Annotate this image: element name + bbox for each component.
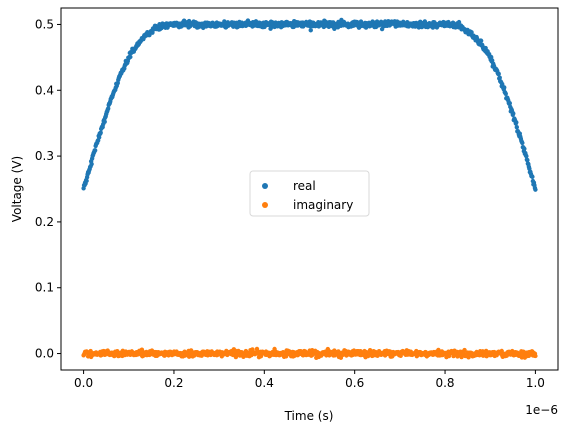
imaginary-series-points [81, 346, 538, 360]
y-axis-tick-label: 0.3 [35, 149, 54, 163]
legend-marker-imaginary [262, 202, 268, 208]
real-data-point [522, 146, 527, 151]
real-data-point [511, 111, 516, 116]
real-data-point [128, 54, 133, 60]
real-data-point [502, 85, 507, 90]
x-axis-label: Time (s) [284, 409, 334, 423]
real-data-point [456, 19, 462, 25]
real-data-point [106, 106, 111, 111]
y-axis-label: Voltage (V) [10, 156, 24, 222]
real-data-point [84, 178, 89, 184]
real-data-point [478, 38, 484, 43]
x-axis-offset-label: 1e−6 [525, 403, 558, 417]
x-axis-tick-label: 0.6 [345, 376, 364, 390]
x-axis-tick-label: 0.8 [435, 376, 454, 390]
x-axis-tick-label: 0.2 [164, 376, 183, 390]
real-data-point [92, 148, 98, 153]
real-data-point [497, 75, 502, 80]
real-data-point [489, 58, 495, 63]
imaginary-data-point [533, 353, 538, 359]
real-series-points [81, 17, 538, 192]
plot-frame [60, 7, 559, 371]
real-data-point [524, 153, 529, 159]
real-data-point [89, 161, 94, 167]
real-data-point [533, 187, 538, 192]
x-axis-tick-label: 1.0 [526, 376, 545, 390]
x-axis: 0.0 0.2 0.4 0.6 0.8 1.0 [74, 370, 545, 390]
y-axis-tick-label: 0.5 [35, 17, 54, 31]
real-data-point [507, 100, 512, 106]
y-axis-tick-label: 0.1 [35, 281, 54, 295]
x-axis-tick-label: 0.0 [74, 376, 93, 390]
real-data-point [530, 174, 535, 179]
y-axis: 0.0 0.1 0.2 0.3 0.4 0.5 [35, 17, 61, 361]
y-axis-tick-label: 0.2 [35, 215, 54, 229]
legend-box [249, 170, 370, 217]
x-axis-tick-label: 0.4 [255, 376, 274, 390]
imaginary-data-point [462, 347, 467, 353]
real-data-point [332, 26, 337, 31]
legend-label-imaginary: imaginary [293, 198, 353, 212]
legend-label-real: real [293, 179, 316, 193]
real-data-point [514, 120, 519, 125]
real-data-point [98, 130, 103, 135]
real-data-point [503, 91, 508, 97]
legend-marker-real [262, 183, 268, 189]
y-axis-tick-label: 0.0 [35, 347, 54, 361]
legend: real imaginary [249, 170, 370, 217]
real-data-point [308, 28, 313, 33]
real-data-point [96, 135, 102, 140]
y-axis-tick-label: 0.4 [35, 83, 54, 97]
real-data-point [102, 119, 107, 124]
real-data-point [496, 71, 501, 77]
real-data-point [488, 54, 494, 60]
real-data-point [520, 140, 525, 146]
real-data-point [150, 30, 155, 35]
real-data-point [514, 125, 520, 130]
real-data-point [525, 157, 530, 163]
